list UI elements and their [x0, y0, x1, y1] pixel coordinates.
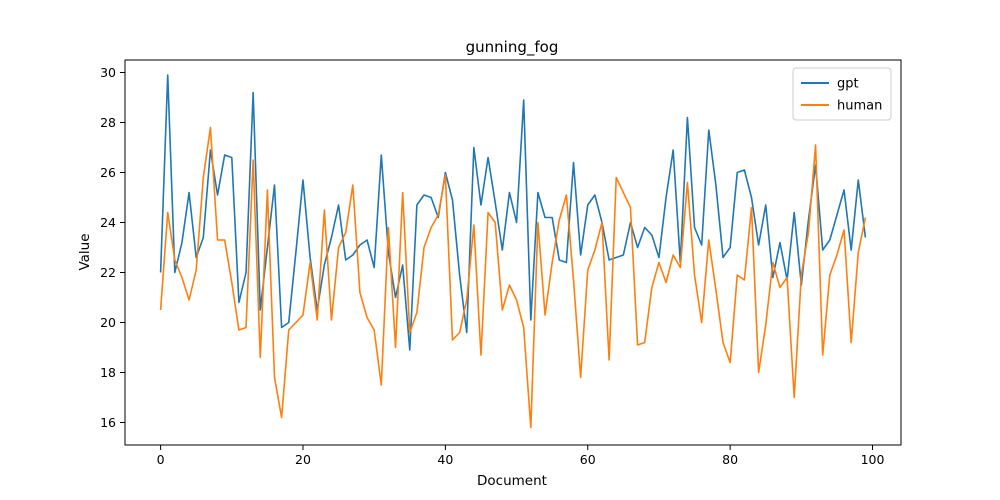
y-tick-label: 16 [100, 415, 116, 430]
series-line-human [159, 126, 867, 429]
y-tick-label: 28 [100, 115, 116, 130]
series-line-gpt [159, 74, 867, 351]
legend: gpt human [792, 67, 892, 121]
y-axis: 16 18 20 22 24 26 28 30 [100, 65, 125, 430]
legend-label-gpt: gpt [837, 77, 859, 92]
y-tick-label: 26 [100, 165, 116, 180]
series-layer [159, 74, 867, 429]
y-tick-label: 18 [100, 365, 116, 380]
y-tick-label: 20 [100, 315, 116, 330]
y-axis-label: Value [77, 233, 93, 270]
y-tick-label: 22 [100, 265, 116, 280]
x-tick-label: 0 [157, 452, 165, 467]
x-tick-label: 80 [722, 452, 738, 467]
x-tick-label: 100 [861, 452, 885, 467]
legend-label-human: human [837, 99, 882, 114]
y-tick-label: 24 [100, 215, 116, 230]
legend-box [792, 67, 892, 121]
y-tick-label: 30 [100, 65, 116, 80]
x-tick-label: 40 [437, 452, 453, 467]
plot-area [124, 59, 902, 446]
x-axis: 0 20 40 60 80 100 [157, 445, 885, 467]
x-tick-label: 60 [580, 452, 596, 467]
x-tick-label: 20 [295, 452, 311, 467]
x-axis-label: Document [477, 473, 547, 489]
chart-title: gunning_fog [466, 38, 559, 57]
